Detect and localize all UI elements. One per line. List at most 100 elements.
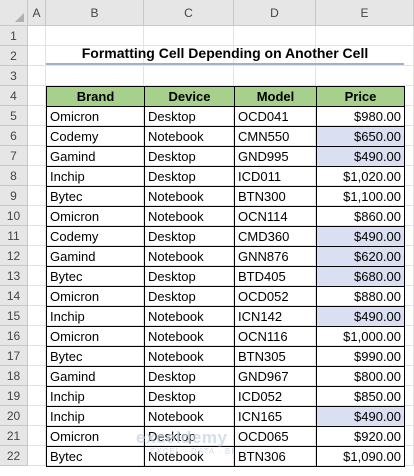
table-cell-brand[interactable]: Inchip xyxy=(46,166,145,187)
table-cell-device[interactable]: Notebook xyxy=(144,406,235,427)
table-cell-model[interactable]: OCD052 xyxy=(234,286,317,307)
row-header-22[interactable]: 22 xyxy=(0,446,28,466)
row-header-12[interactable]: 12 xyxy=(0,246,28,266)
row-header-16[interactable]: 16 xyxy=(0,326,28,346)
row-header-9[interactable]: 9 xyxy=(0,186,28,206)
table-cell-price[interactable]: $1,090.00 xyxy=(316,446,405,467)
row-header-10[interactable]: 10 xyxy=(0,206,28,226)
table-cell-brand[interactable]: Bytec xyxy=(46,186,145,207)
table-cell-model[interactable]: ICN142 xyxy=(234,306,317,327)
table-cell-price[interactable]: $490.00 xyxy=(316,306,405,327)
table-cell-model[interactable]: CMN550 xyxy=(234,126,317,147)
table-cell-price[interactable]: $990.00 xyxy=(316,346,405,367)
table-cell-model[interactable]: ICN165 xyxy=(234,406,317,427)
table-cell-model[interactable]: OCD065 xyxy=(234,426,317,447)
table-cell-model[interactable]: BTN305 xyxy=(234,346,317,367)
row-header-5[interactable]: 5 xyxy=(0,106,28,126)
table-cell-model[interactable]: BTN306 xyxy=(234,446,317,467)
row-header-7[interactable]: 7 xyxy=(0,146,28,166)
row-header-8[interactable]: 8 xyxy=(0,166,28,186)
table-cell-price[interactable]: $980.00 xyxy=(316,106,405,127)
table-cell-price[interactable]: $800.00 xyxy=(316,366,405,387)
table-cell-device[interactable]: Desktop xyxy=(144,146,235,167)
table-cell-brand[interactable]: Omicron xyxy=(46,326,145,347)
table-cell-price[interactable]: $920.00 xyxy=(316,426,405,447)
table-cell-price[interactable]: $860.00 xyxy=(316,206,405,227)
table-cell-device[interactable]: Desktop xyxy=(144,226,235,247)
table-cell-brand[interactable]: Bytec xyxy=(46,266,145,287)
row-header-14[interactable]: 14 xyxy=(0,286,28,306)
row-header-4[interactable]: 4 xyxy=(0,86,28,106)
table-cell-device[interactable]: Notebook xyxy=(144,206,235,227)
column-header-a[interactable]: A xyxy=(28,0,46,26)
table-cell-brand[interactable]: Gamind xyxy=(46,246,145,267)
column-header-c[interactable]: C xyxy=(144,0,234,26)
table-cell-price[interactable]: $880.00 xyxy=(316,286,405,307)
table-cell-price[interactable]: $620.00 xyxy=(316,246,405,267)
table-cell-brand[interactable]: Omicron xyxy=(46,106,145,127)
row-header-6[interactable]: 6 xyxy=(0,126,28,146)
row-header-1[interactable]: 1 xyxy=(0,26,28,46)
table-cell-device[interactable]: Desktop xyxy=(144,106,235,127)
sheet-title[interactable]: Formatting Cell Depending on Another Cel… xyxy=(46,43,404,65)
table-cell-model[interactable]: GNN876 xyxy=(234,246,317,267)
row-header-15[interactable]: 15 xyxy=(0,306,28,326)
row-header-20[interactable]: 20 xyxy=(0,406,28,426)
table-cell-model[interactable]: OCD041 xyxy=(234,106,317,127)
table-cell-brand[interactable]: Bytec xyxy=(46,346,145,367)
table-cell-price[interactable]: $1,000.00 xyxy=(316,326,405,347)
table-cell-brand[interactable]: Inchip xyxy=(46,306,145,327)
table-cell-brand[interactable]: Codemy xyxy=(46,126,145,147)
table-header-price[interactable]: Price xyxy=(316,86,405,107)
table-cell-model[interactable]: ICD052 xyxy=(234,386,317,407)
table-cell-brand[interactable]: Inchip xyxy=(46,406,145,427)
table-header-model[interactable]: Model xyxy=(234,86,317,107)
table-cell-price[interactable]: $1,100.00 xyxy=(316,186,405,207)
row-header-2[interactable]: 2 xyxy=(0,46,28,66)
table-cell-brand[interactable]: Codemy xyxy=(46,226,145,247)
table-cell-model[interactable]: ICD011 xyxy=(234,166,317,187)
table-cell-brand[interactable]: Inchip xyxy=(46,386,145,407)
table-cell-model[interactable]: OCN116 xyxy=(234,326,317,347)
row-header-11[interactable]: 11 xyxy=(0,226,28,246)
table-cell-device[interactable]: Notebook xyxy=(144,326,235,347)
table-cell-device[interactable]: Notebook xyxy=(144,346,235,367)
table-cell-device[interactable]: Notebook xyxy=(144,306,235,327)
table-cell-price[interactable]: $680.00 xyxy=(316,266,405,287)
table-cell-device[interactable]: Desktop xyxy=(144,386,235,407)
table-cell-price[interactable]: $490.00 xyxy=(316,146,405,167)
table-header-device[interactable]: Device xyxy=(144,86,235,107)
table-cell-price[interactable]: $490.00 xyxy=(316,226,405,247)
table-header-brand[interactable]: Brand xyxy=(46,86,145,107)
table-cell-price[interactable]: $490.00 xyxy=(316,406,405,427)
table-cell-brand[interactable]: Omicron xyxy=(46,206,145,227)
table-cell-price[interactable]: $850.00 xyxy=(316,386,405,407)
table-cell-brand[interactable]: Gamind xyxy=(46,146,145,167)
table-cell-model[interactable]: BTD405 xyxy=(234,266,317,287)
row-header-18[interactable]: 18 xyxy=(0,366,28,386)
table-cell-model[interactable]: GND967 xyxy=(234,366,317,387)
column-header-b[interactable]: B xyxy=(46,0,144,26)
table-cell-device[interactable]: Notebook xyxy=(144,246,235,267)
table-cell-device[interactable]: Desktop xyxy=(144,166,235,187)
row-header-21[interactable]: 21 xyxy=(0,426,28,446)
row-header-17[interactable]: 17 xyxy=(0,346,28,366)
table-cell-brand[interactable]: Bytec xyxy=(46,446,145,467)
table-cell-brand[interactable]: Omicron xyxy=(46,286,145,307)
column-header-e[interactable]: E xyxy=(316,0,414,26)
table-cell-device[interactable]: Desktop xyxy=(144,266,235,287)
table-cell-brand[interactable]: Gamind xyxy=(46,366,145,387)
table-cell-model[interactable]: OCN114 xyxy=(234,206,317,227)
table-cell-model[interactable]: BTN300 xyxy=(234,186,317,207)
table-cell-device[interactable]: Notebook xyxy=(144,126,235,147)
table-cell-model[interactable]: CMD360 xyxy=(234,226,317,247)
table-cell-price[interactable]: $1,020.00 xyxy=(316,166,405,187)
table-cell-brand[interactable]: Omicron xyxy=(46,426,145,447)
row-header-13[interactable]: 13 xyxy=(0,266,28,286)
row-header-19[interactable]: 19 xyxy=(0,386,28,406)
table-cell-device[interactable]: Notebook xyxy=(144,186,235,207)
select-all-corner[interactable] xyxy=(0,0,28,26)
table-cell-price[interactable]: $650.00 xyxy=(316,126,405,147)
table-cell-device[interactable]: Desktop xyxy=(144,286,235,307)
